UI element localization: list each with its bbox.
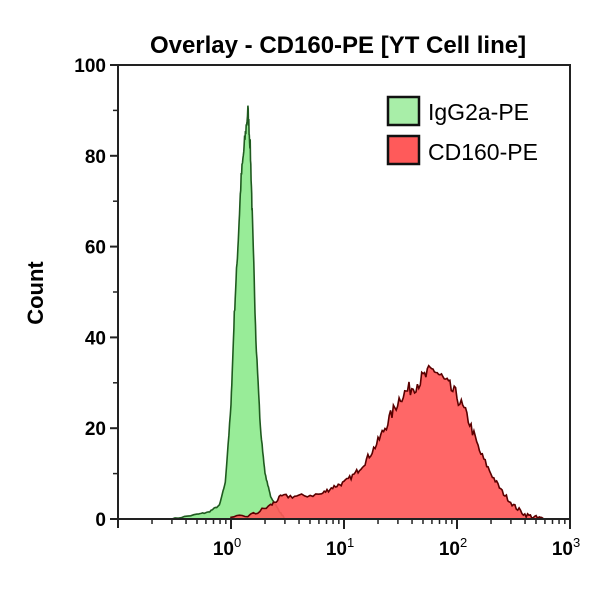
legend-swatch-cd160 — [386, 134, 421, 166]
series-area-igg2a — [171, 105, 286, 520]
legend: IgG2a-PE CD160-PE — [386, 95, 538, 166]
y-tick-label: 20 — [85, 419, 106, 440]
y-axis-label: Count — [23, 261, 48, 325]
y-axis: 0 20 40 60 80 100 — [74, 56, 118, 531]
y-tick-label: 80 — [85, 147, 106, 168]
y-tick-label: 60 — [85, 238, 106, 259]
plot-frame — [117, 64, 571, 520]
x-tick-label: 100 — [213, 535, 241, 560]
y-tick-label: 0 — [95, 510, 106, 531]
legend-swatch-igg2a — [386, 95, 421, 127]
plot-area — [171, 105, 545, 520]
x-tick-label: 101 — [326, 535, 354, 560]
series-area-cd160 — [230, 364, 545, 520]
x-tick-label: 103 — [552, 535, 580, 560]
x-tick-label: 102 — [439, 535, 467, 560]
y-tick-label: 100 — [74, 56, 106, 77]
y-tick-label: 40 — [85, 328, 106, 349]
chart-title: Overlay - CD160-PE [YT Cell line] — [150, 32, 526, 59]
legend-label-igg2a: IgG2a-PE — [428, 99, 529, 125]
x-axis: 100 101 102 103 — [117, 519, 580, 560]
legend-label-cd160: CD160-PE — [428, 139, 538, 165]
